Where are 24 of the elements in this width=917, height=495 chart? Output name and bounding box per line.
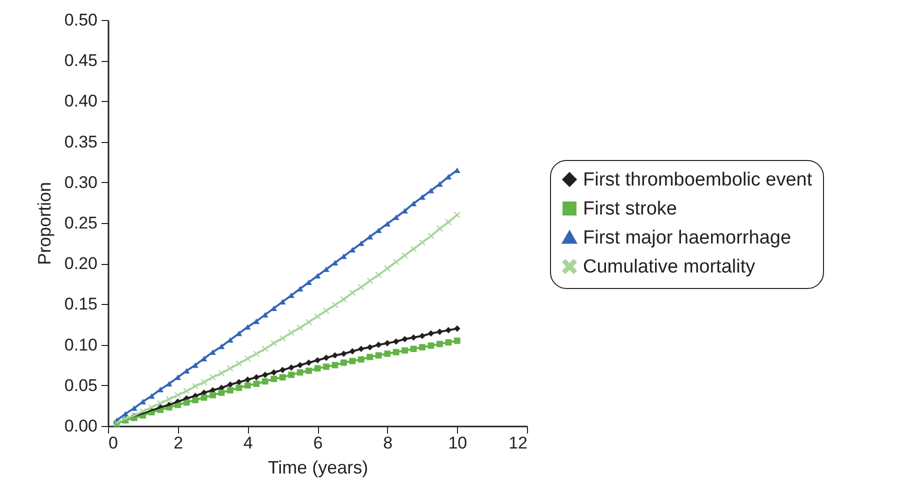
y-tick-label: 0.30 — [64, 172, 98, 192]
y-tick-label: 0.00 — [64, 416, 98, 436]
y-tick-label: 0.25 — [64, 214, 98, 232]
y-tick-label: 0.15 — [64, 294, 98, 314]
x-tick-label: 2 — [174, 434, 184, 452]
x-tick-label: 8 — [383, 434, 393, 452]
y-tick-label: 0.40 — [64, 92, 98, 111]
legend-label: First stroke — [583, 198, 677, 220]
x-tick-label: 12 — [508, 434, 528, 452]
y-tick-label: 0.20 — [64, 254, 98, 274]
x-tick-label: 0 — [108, 434, 118, 452]
x-tick-label: 6 — [313, 434, 323, 452]
y-tick-label: 0.05 — [64, 376, 98, 395]
legend-label: Cumulative mortality — [583, 256, 756, 278]
legend-label: First major haemorrhage — [583, 228, 792, 248]
legend-label: First thromboembolic event — [583, 170, 813, 190]
y-tick-label: 0.10 — [64, 335, 98, 354]
x-tick-label: 10 — [448, 434, 468, 452]
y-tick-label: 0.35 — [64, 132, 98, 152]
y-axis-title: Proportion — [34, 182, 54, 266]
x-tick-label: 4 — [243, 434, 253, 452]
x-axis-title: Time (years) — [268, 458, 368, 478]
y-tick-label: 0.45 — [64, 51, 98, 70]
y-tick-label: 0.50 — [64, 10, 98, 30]
